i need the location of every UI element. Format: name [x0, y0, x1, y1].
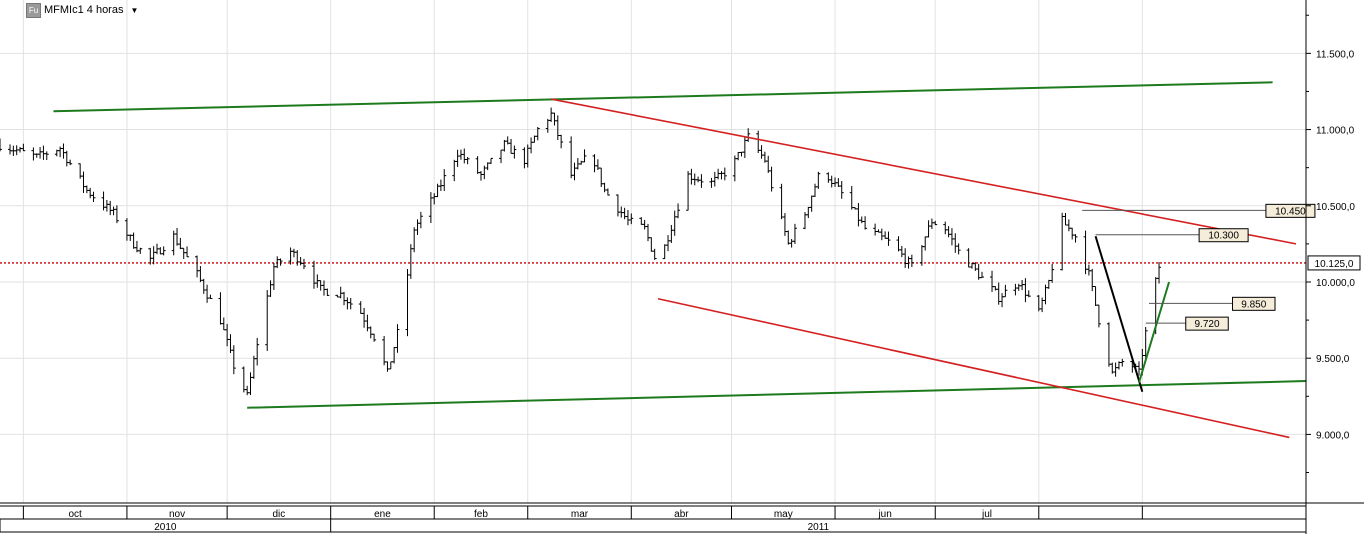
year-label: 2011: [808, 522, 830, 533]
reference-label-box: [1307, 255, 1361, 271]
month-label: dic: [273, 509, 286, 520]
month-label: ene: [374, 509, 391, 520]
y-tick-label: 10.500,0: [1316, 202, 1355, 213]
month-label: jul: [981, 509, 992, 520]
instrument-label: MFMIc1 4 horas: [44, 4, 124, 16]
level-label: 10.300: [1208, 231, 1239, 242]
y-tick-label: 11.000,0: [1316, 126, 1355, 137]
y-tick-label: 11.500,0: [1316, 49, 1355, 60]
y-tick-label: 9.000,0: [1316, 430, 1350, 441]
trendline: [1138, 281, 1171, 383]
trendline: [657, 297, 1290, 439]
trendline: [247, 380, 1307, 409]
trendline: [550, 98, 1297, 245]
y-tick-label: 9.500,0: [1316, 354, 1350, 365]
level-label: 9.850: [1241, 299, 1266, 310]
month-label: mar: [571, 509, 589, 520]
month-label: nov: [169, 509, 185, 520]
month-label: feb: [474, 509, 488, 520]
level-label: 9.720: [1194, 319, 1219, 330]
month-label: oct: [68, 509, 82, 520]
month-label: jun: [877, 509, 891, 520]
level-label-box: [1185, 316, 1229, 331]
month-label: abr: [674, 509, 689, 520]
instrument-selector[interactable]: Fu MFMIc1 4 horas ▼: [26, 2, 139, 18]
trendline: [1094, 235, 1144, 393]
level-label-box: [1265, 203, 1316, 218]
year-label: 2010: [154, 522, 177, 533]
month-label: may: [774, 509, 793, 520]
trendline: [53, 81, 1273, 113]
futures-icon: Fu: [26, 2, 41, 18]
level-label-box: [1198, 228, 1249, 243]
level-label-box: [1232, 296, 1276, 311]
reference-label: 10.125,0: [1315, 259, 1354, 270]
y-tick-label: 10.000,0: [1316, 278, 1355, 289]
level-label: 10.450: [1275, 206, 1306, 217]
caret-down-icon[interactable]: ▼: [130, 5, 139, 15]
